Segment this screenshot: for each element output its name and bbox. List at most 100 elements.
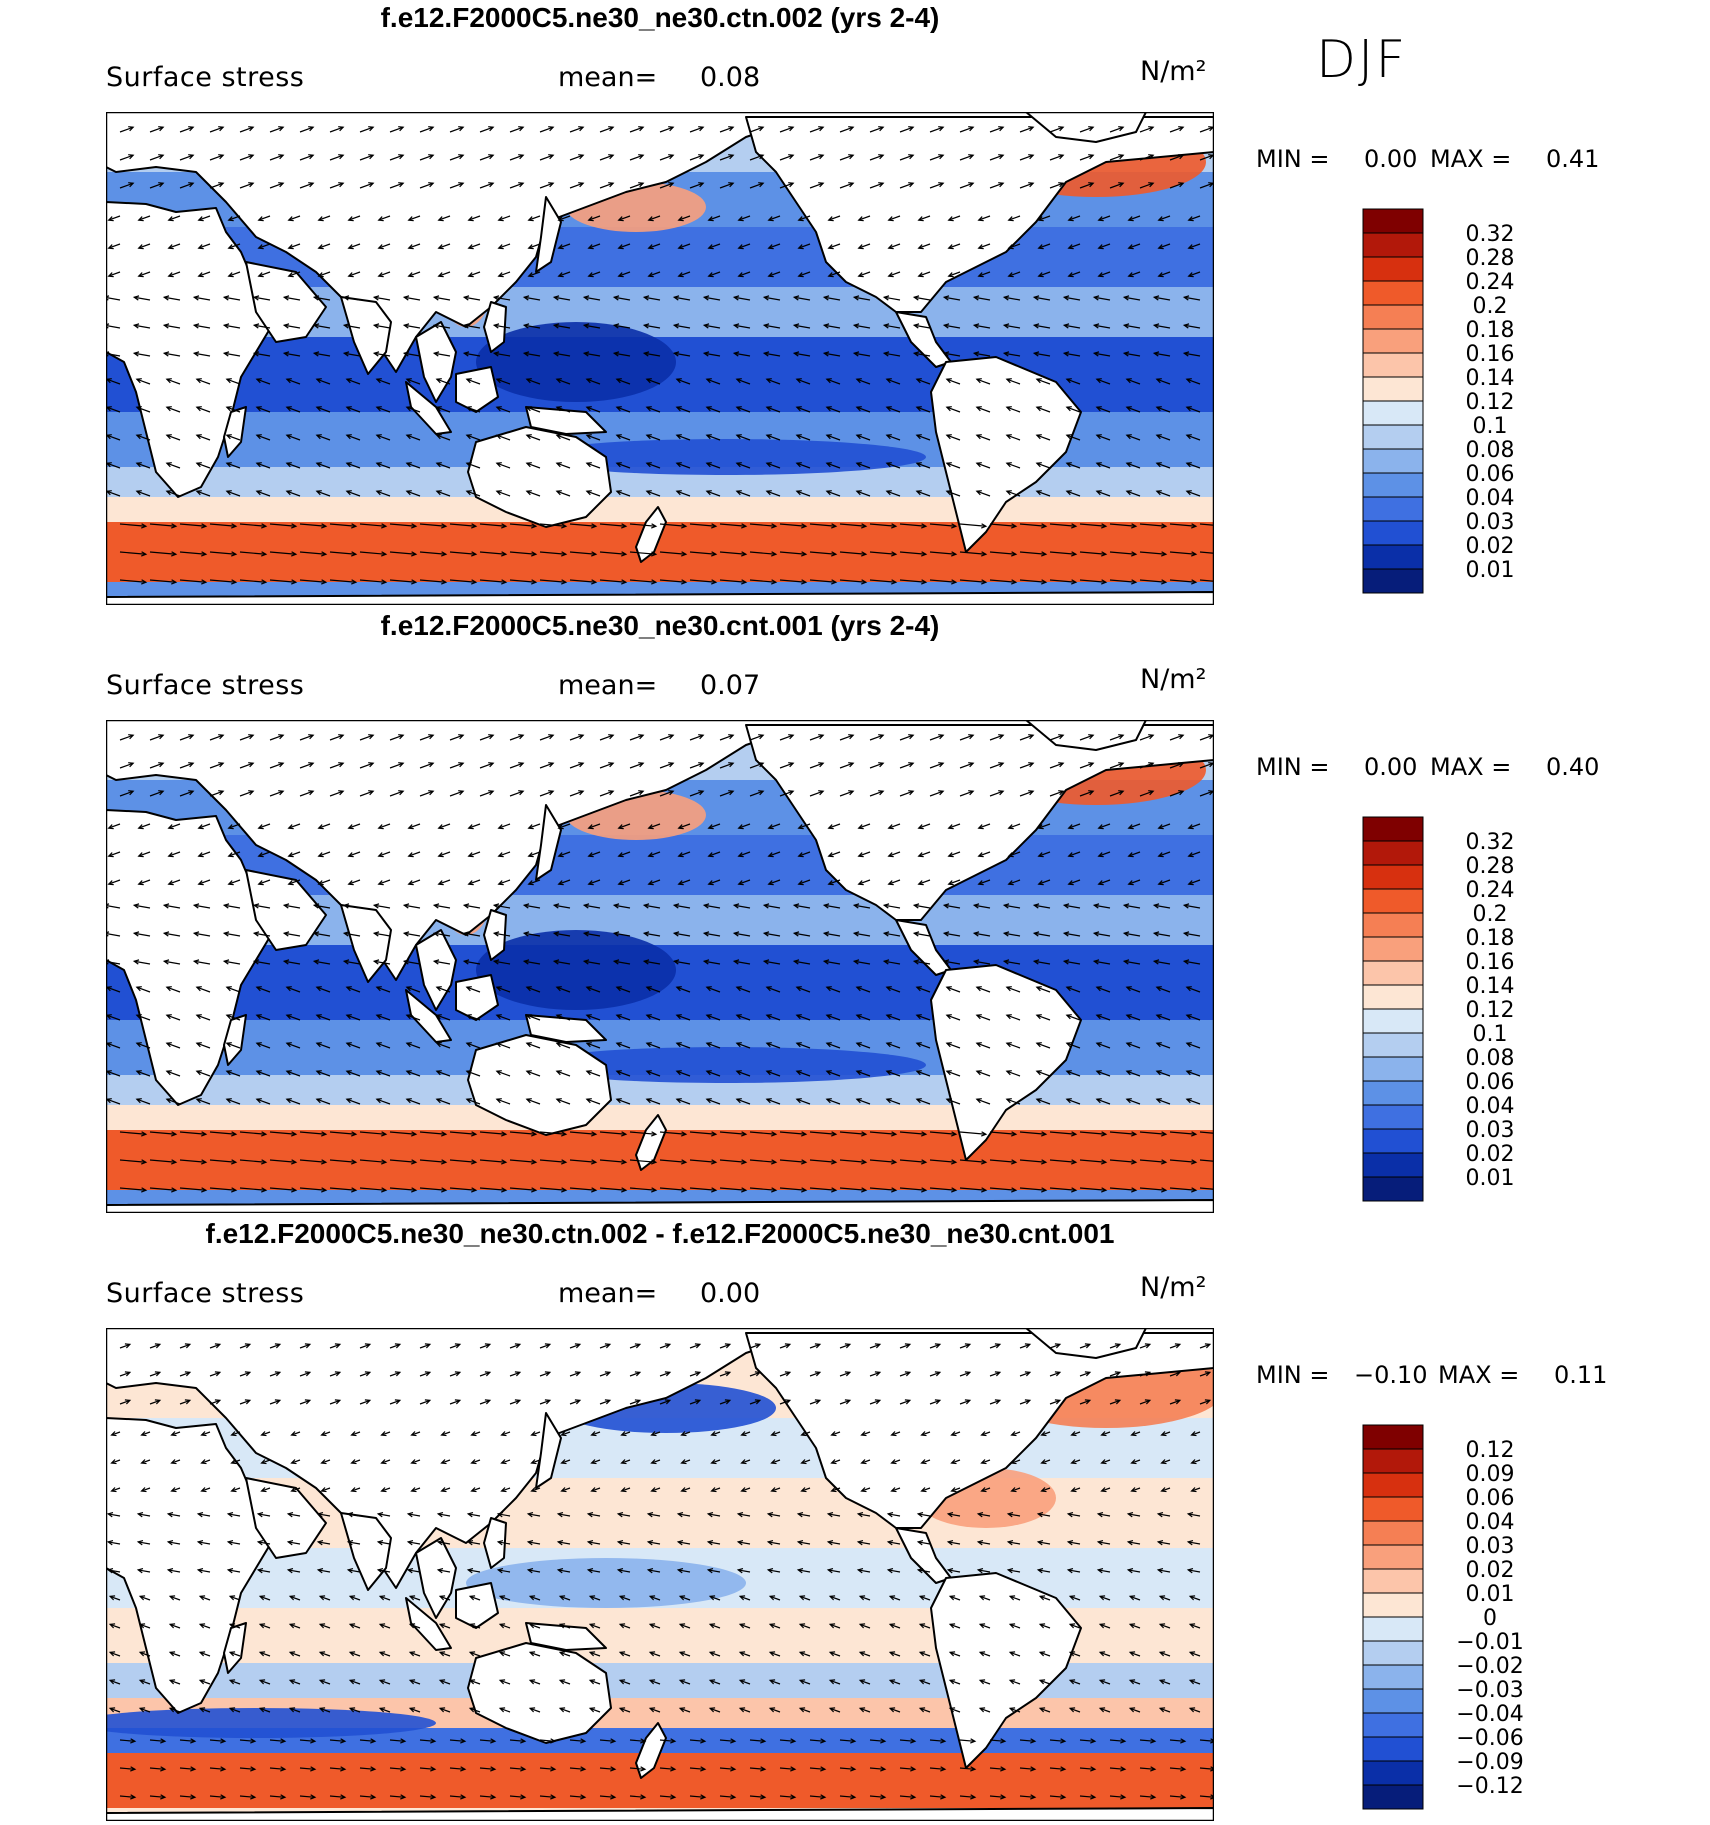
mean-value: 0.07 [700,670,761,701]
min-label: MIN = [1256,753,1330,781]
land-mass [535,804,562,881]
colorbar-level-label: 0 [1483,1606,1497,1631]
land-mass [223,406,247,458]
colorbar-bin [1362,544,1424,570]
stress-vectors [106,1343,1214,1800]
colorbar-bin [1362,1128,1424,1154]
panel-control: f.e12.F2000C5.ne30_ne30.ctn.002 (yrs 2-4… [0,0,1710,608]
stress-vectors [106,126,1214,585]
colorbar-level-label: 0.04 [1466,1510,1515,1535]
land-mass [340,904,392,983]
colorbar-level-label: 0.04 [1466,486,1515,511]
map-frame [106,1328,1214,1821]
land-mass [455,1582,499,1629]
colorbar-bin [1362,1448,1424,1474]
colorbar-level-label: −0.04 [1456,1702,1523,1727]
panel-title: f.e12.F2000C5.ne30_ne30.cnt.001 (yrs 2-4… [380,610,940,641]
colorbar-bin [1362,1736,1424,1762]
colorbar-bin [1362,352,1424,378]
colorbar-bin [1362,1688,1424,1714]
land-mass [745,116,1214,313]
colorbar-bin [1362,280,1424,306]
colorbar-level-label: 0.09 [1466,1462,1515,1487]
colorbar-bin [1362,888,1424,914]
land-mass [745,724,1214,921]
colorbar-level-label: 0.01 [1466,558,1515,583]
land-mass [223,1014,247,1066]
land-mass [635,506,667,563]
colorbar-bin [1362,960,1424,986]
colorbar-level-label: 0.02 [1466,1558,1515,1583]
variable-label: Surface stress [106,670,305,701]
colorbar-level-label: 0.32 [1466,222,1515,247]
colorbar-level-label: 0.24 [1466,270,1515,295]
land-mass [245,869,327,951]
colorbar-bin [1362,208,1424,234]
max-value: 0.40 [1546,753,1600,781]
max-value: 0.11 [1554,1361,1608,1389]
colorbar-level-label: 0.24 [1466,878,1515,903]
land-mass [455,974,499,1021]
land-mass [467,1034,612,1136]
variable-label: Surface stress [106,62,305,93]
colorbar-level-label: −0.01 [1456,1630,1523,1655]
colorbar-bin [1362,816,1424,842]
colorbar-bin [1362,568,1424,594]
colorbar-level-label: 0.18 [1466,926,1515,951]
colorbar-bin [1362,864,1424,890]
colorbar-level-label: 0.02 [1466,534,1515,559]
colorbar-level-label: −0.03 [1456,1678,1523,1703]
colorbar-level-label: 0.12 [1466,998,1515,1023]
colorbar-bin [1362,984,1424,1010]
colorbar-bin [1362,1712,1424,1738]
mean-value: 0.08 [700,62,761,93]
min-value: −0.10 [1354,1361,1428,1389]
land-mass [483,909,507,961]
stress-map [106,720,1214,1213]
variable-label: Surface stress [106,1278,305,1309]
stress-map [106,112,1214,605]
colorbar-bin [1362,1784,1424,1810]
colorbar-bin [1362,520,1424,546]
colorbar-level-label: 0.28 [1466,246,1515,271]
colorbar-bin [1362,1568,1424,1594]
min-label: MIN = [1256,1361,1330,1389]
colorbar-level-label: 0.14 [1466,366,1515,391]
colorbar-level-label: 0.06 [1466,1070,1515,1095]
panel-title: f.e12.F2000C5.ne30_ne30.ctn.002 - f.e12.… [205,1218,1115,1249]
colorbar-level-label: 0.01 [1466,1166,1515,1191]
colorbar: 0.320.280.240.20.180.160.140.120.10.080.… [1362,816,1515,1202]
colorbar-bin [1362,840,1424,866]
stress-contour [466,1558,746,1608]
colorbar-level-label: −0.09 [1456,1750,1523,1775]
land-mass [930,356,1082,553]
min-value: 0.00 [1364,145,1418,173]
colorbar-level-label: 0.16 [1466,342,1515,367]
stress-vectors [106,734,1214,1193]
max-label: MAX = [1430,145,1512,173]
colorbar-level-label: 0.12 [1466,1438,1515,1463]
colorbar-level-label: 0.1 [1473,414,1508,439]
stress-contour [476,322,676,402]
colorbar-bin [1362,1056,1424,1082]
max-label: MAX = [1430,753,1512,781]
colorbar-level-label: 0.03 [1466,1118,1515,1143]
land-mass [483,1517,507,1569]
colorbar-bin [1362,1496,1424,1522]
stress-contour [106,1708,436,1738]
colorbar-level-label: 0.08 [1466,438,1515,463]
colorbar-bin [1362,496,1424,522]
colorbar-level-label: 0.06 [1466,1486,1515,1511]
colorbar-bin [1362,1008,1424,1034]
colorbar: 0.120.090.060.040.030.020.010−0.01−0.02−… [1362,1424,1524,1810]
colorbar-bin [1362,1616,1424,1642]
colorbar-bin [1362,1032,1424,1058]
colorbar-bin [1362,376,1424,402]
colorbar-level-label: 0.12 [1466,390,1515,415]
land-mass [405,989,452,1043]
land-mass [455,366,499,413]
land-mass [635,1114,667,1171]
colorbar-level-label: 0.14 [1466,974,1515,999]
land-mass [245,261,327,343]
colorbar-bin [1362,304,1424,330]
